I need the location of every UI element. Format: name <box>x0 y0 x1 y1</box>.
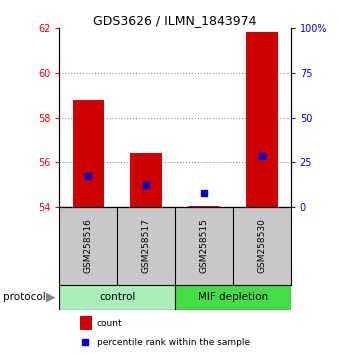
Text: protocol: protocol <box>3 292 46 302</box>
Text: MIF depletion: MIF depletion <box>198 292 268 302</box>
Bar <box>80 316 91 330</box>
Bar <box>175 285 291 310</box>
Bar <box>130 153 162 207</box>
Text: GSM258517: GSM258517 <box>142 218 151 274</box>
Text: percentile rank within the sample: percentile rank within the sample <box>97 338 250 347</box>
Bar <box>59 285 175 310</box>
Bar <box>72 100 104 207</box>
Text: GSM258516: GSM258516 <box>84 218 93 274</box>
Text: ▶: ▶ <box>46 291 55 304</box>
Bar <box>246 32 278 207</box>
Text: count: count <box>97 319 122 328</box>
Text: GSM258515: GSM258515 <box>200 218 208 274</box>
Text: GSM258530: GSM258530 <box>257 218 266 274</box>
Bar <box>188 206 220 207</box>
Text: control: control <box>99 292 135 302</box>
Title: GDS3626 / ILMN_1843974: GDS3626 / ILMN_1843974 <box>94 14 257 27</box>
